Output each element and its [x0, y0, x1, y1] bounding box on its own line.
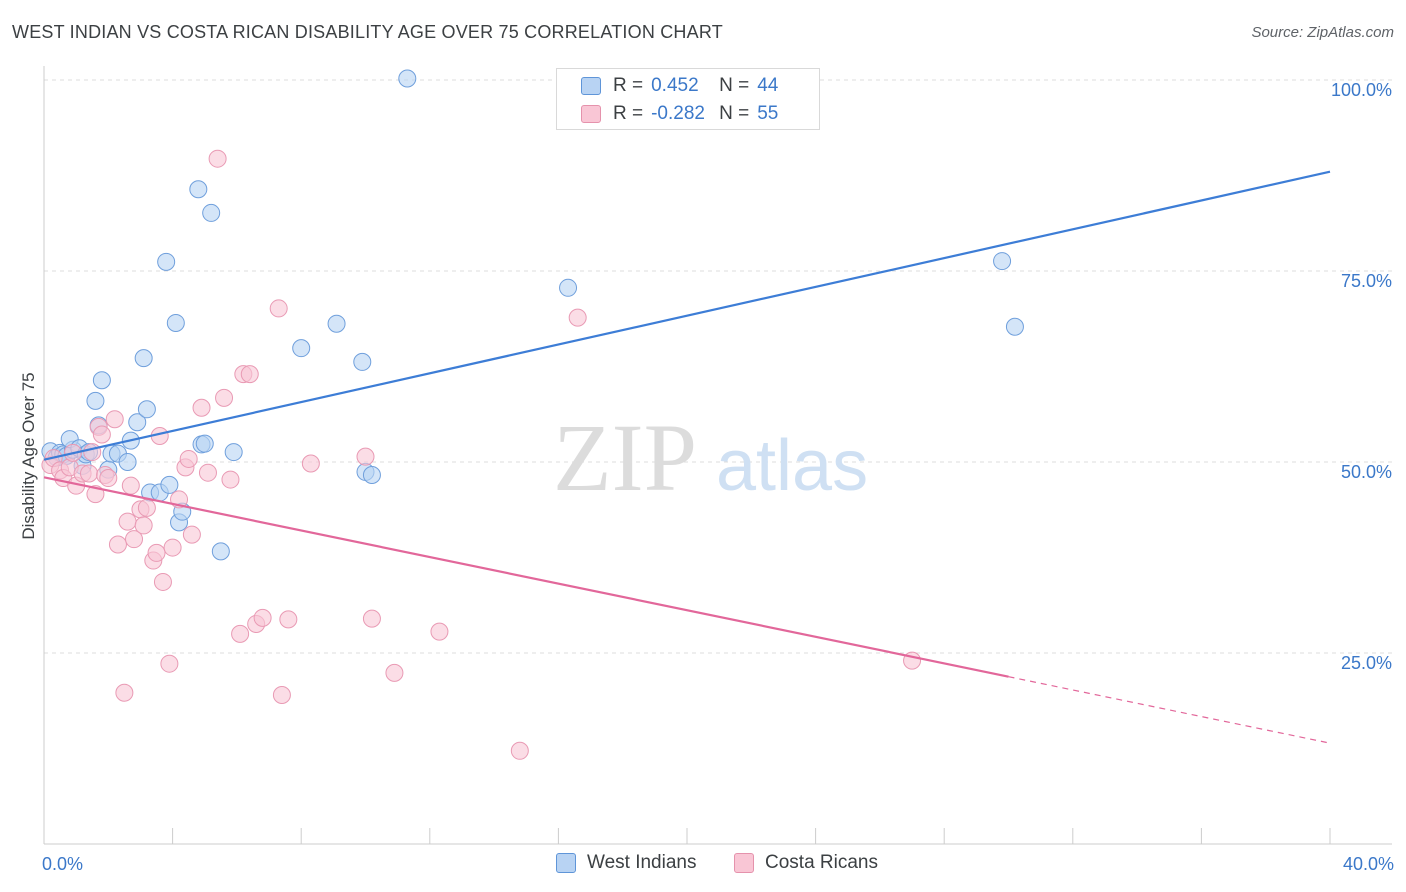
costa-ricans-point	[99, 469, 118, 488]
west-indians-trend-line	[43, 170, 1331, 461]
west-indians-point	[559, 278, 578, 297]
legend-row-costa-ricans: R = -0.282 N = 55	[581, 101, 778, 127]
legend-n-label: N =	[719, 75, 750, 96]
costa-ricans-point	[182, 525, 201, 544]
west-indians-point	[86, 391, 105, 410]
legend-r-label: R =	[613, 75, 644, 96]
costa-ricans-trend-line	[43, 476, 1009, 678]
costa-ricans-point	[179, 449, 198, 468]
legend-r-label: R =	[613, 103, 644, 124]
costa-ricans-point	[231, 624, 250, 643]
x-tick-label: 0.0%	[42, 854, 83, 874]
y-tick-label: 100.0%	[1331, 80, 1392, 100]
costa-ricans-point	[510, 741, 529, 760]
costa-ricans-point	[105, 410, 124, 429]
legend-label-costa-ricans: Costa Ricans	[765, 852, 878, 873]
west-indians-point	[327, 314, 346, 333]
series-legend: West Indians Costa Ricans	[0, 852, 1406, 878]
west-indians-point	[202, 203, 221, 222]
costa-ricans-point	[301, 454, 320, 473]
costa-ricans-point	[147, 543, 166, 562]
trend-lines	[43, 170, 1331, 744]
costa-ricans-point	[385, 663, 404, 682]
costa-ricans-point	[192, 398, 211, 417]
costa-ricans-point	[160, 654, 179, 673]
legend-swatch-west-indians	[556, 853, 576, 873]
legend-swatch-costa-ricans	[734, 853, 754, 873]
source-label: Source: ZipAtlas.com	[1251, 24, 1394, 41]
costa-ricans-point	[137, 498, 156, 517]
costa-ricans-point	[568, 308, 587, 327]
watermark-zip: ZIP	[553, 404, 697, 511]
costa-ricans-point	[198, 463, 217, 482]
west-indians-point	[134, 349, 153, 368]
west-indians-point	[160, 475, 179, 494]
costa-ricans-point	[221, 470, 240, 489]
costa-ricans-point	[356, 447, 375, 466]
x-tick-label: 40.0%	[1343, 854, 1394, 874]
gridlines	[44, 79, 1392, 654]
west-indians-point	[157, 252, 176, 271]
costa-ricans-point	[153, 572, 172, 591]
costa-ricans-point	[208, 149, 227, 168]
costa-ricans-point	[125, 530, 144, 549]
costa-ricans-point	[83, 443, 102, 462]
costa-ricans-point	[362, 609, 381, 628]
west-indians-point	[353, 352, 372, 371]
costa-ricans-point	[163, 538, 182, 557]
costa-ricans-point	[80, 464, 99, 483]
legend-r-value: 0.452	[651, 75, 699, 96]
y-tick-label: 75.0%	[1341, 271, 1392, 291]
costa-ricans-point	[272, 686, 291, 705]
costa-ricans-trend-line-extension	[1008, 676, 1331, 744]
data-points	[41, 69, 1024, 760]
costa-ricans-point	[121, 476, 140, 495]
legend-item-west-indians[interactable]: West Indians	[556, 852, 696, 874]
west-indians-point	[195, 434, 214, 453]
west-indians-point	[211, 542, 230, 561]
costa-ricans-point	[279, 610, 298, 629]
tick-labels: 25.0% 50.0% 75.0% 100.0% 0.0% 40.0%	[42, 80, 1394, 874]
west-indians-point	[137, 400, 156, 419]
legend-item-costa-ricans[interactable]: Costa Ricans	[734, 852, 878, 874]
west-indians-point	[92, 371, 111, 390]
costa-ricans-point	[108, 535, 127, 554]
y-axis-label: Disability Age Over 75	[19, 372, 38, 539]
costa-ricans-point	[115, 683, 134, 702]
y-tick-label: 50.0%	[1341, 462, 1392, 482]
west-indians-point	[128, 413, 147, 432]
west-indians-point	[224, 443, 243, 462]
costa-ricans-point	[92, 425, 111, 444]
legend-n-value: 44	[757, 75, 779, 96]
west-indians-point	[362, 465, 381, 484]
legend-n-label: N =	[719, 103, 750, 124]
legend-swatch-west-indians	[581, 77, 601, 95]
y-tick-label: 25.0%	[1341, 653, 1392, 673]
legend-n-value: 55	[757, 103, 779, 124]
costa-ricans-point	[118, 512, 137, 531]
legend-swatch-costa-ricans	[581, 105, 601, 123]
west-indians-point	[189, 180, 208, 199]
costa-ricans-point	[430, 622, 449, 641]
watermark: ZIP atlas	[553, 404, 868, 511]
watermark-atlas: atlas	[716, 426, 868, 506]
west-indians-point	[292, 339, 311, 358]
chart-title: WEST INDIAN VS COSTA RICAN DISABILITY AG…	[12, 22, 723, 42]
legend-r-value: -0.282	[651, 103, 705, 124]
legend-label-west-indians: West Indians	[587, 852, 697, 873]
costa-ricans-point	[253, 608, 272, 627]
west-indians-point	[1005, 317, 1024, 336]
west-indians-point	[166, 313, 185, 332]
west-indians-point	[118, 453, 137, 471]
costa-ricans-point	[215, 388, 234, 407]
costa-ricans-point	[240, 365, 259, 384]
legend-row-west-indians: R = 0.452 N = 44	[581, 73, 778, 99]
costa-ricans-point	[269, 299, 288, 318]
costa-ricans-point	[134, 516, 153, 535]
correlation-legend: R = 0.452 N = 44 R = -0.282 N = 55	[556, 68, 820, 130]
west-indians-point	[993, 252, 1012, 271]
west-indians-point	[398, 69, 417, 88]
